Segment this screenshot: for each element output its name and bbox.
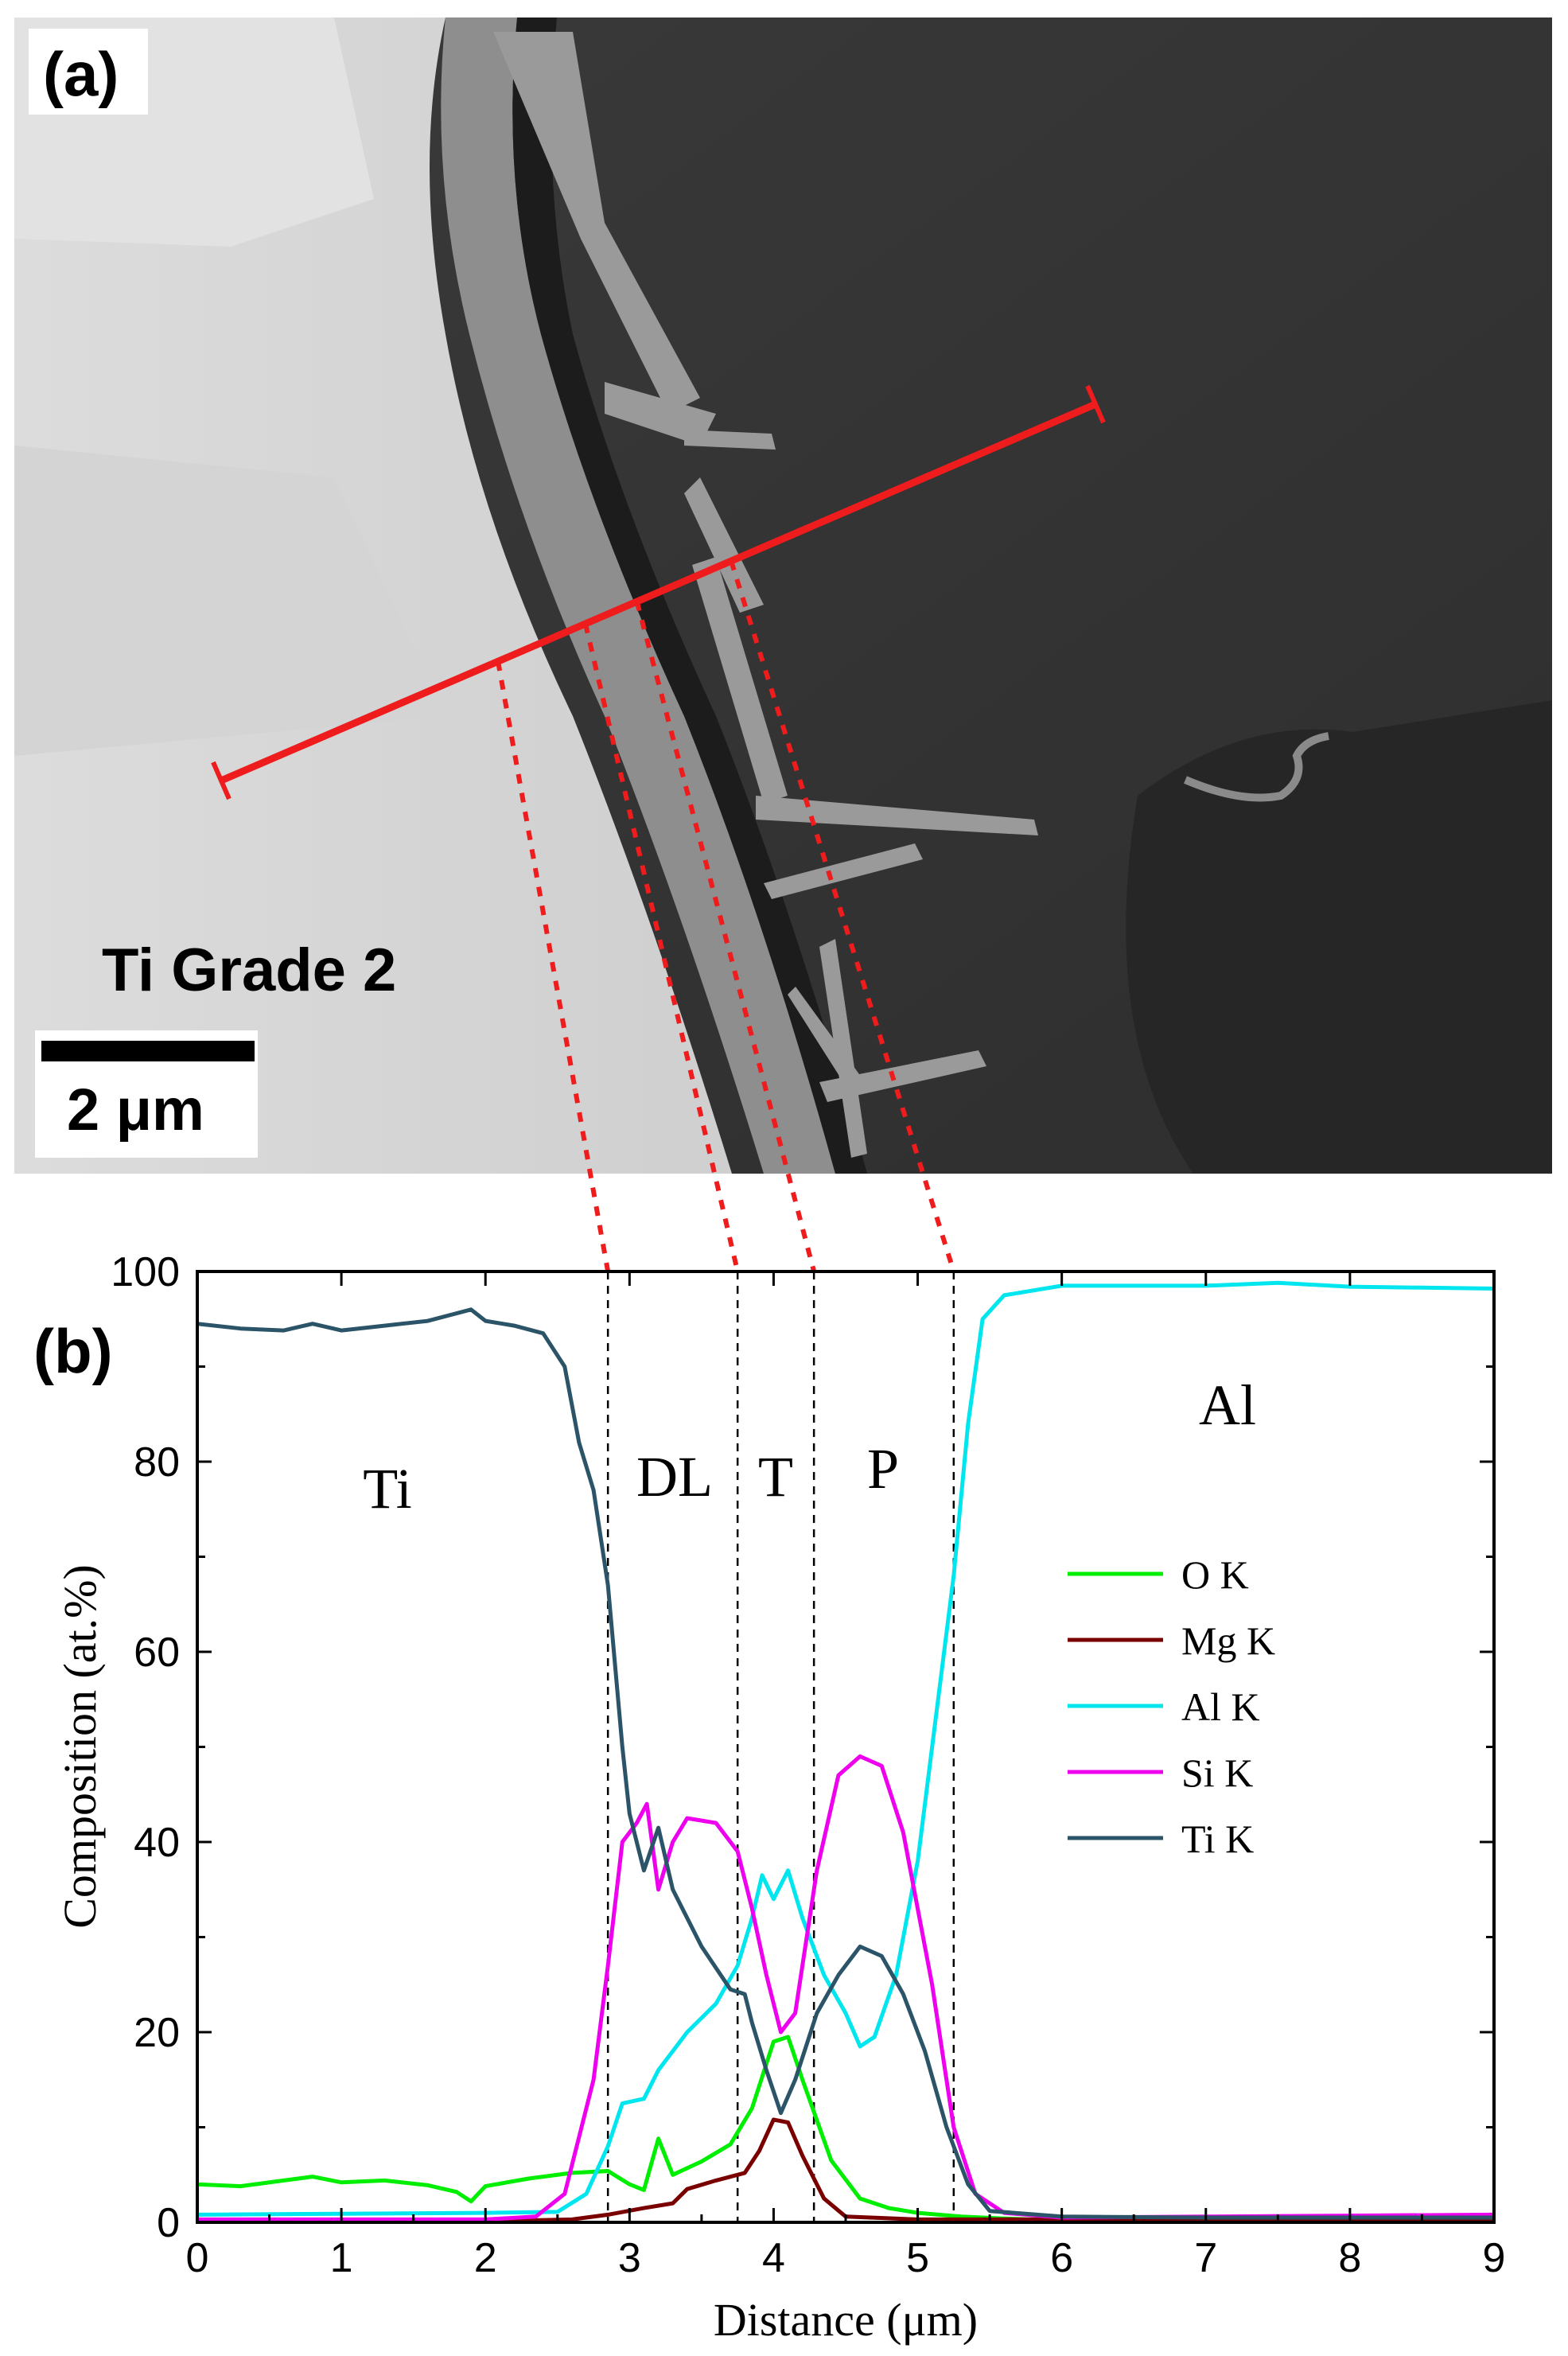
legend-label: Ti K <box>1181 1817 1254 1861</box>
x-tick-label: 5 <box>906 2235 929 2281</box>
y-tick-label: 100 <box>111 1249 180 1295</box>
x-tick-label: 1 <box>330 2235 353 2281</box>
x-tick-label: 8 <box>1338 2235 1361 2281</box>
material-label: Ti Grade 2 <box>102 937 396 1004</box>
y-tick-label: 20 <box>134 2010 180 2056</box>
x-tick-label: 4 <box>762 2235 785 2281</box>
grain-facet <box>14 446 445 756</box>
plot-frame <box>196 1270 1496 2224</box>
x-tick-label: 6 <box>1050 2235 1073 2281</box>
scale-bar-label: 2 μm <box>67 1077 204 1143</box>
x-tick-label: 0 <box>186 2235 209 2281</box>
y-tick-label: 80 <box>134 1439 180 1486</box>
sem-micrograph: (a) Ti Grade 2 2 μm <box>14 18 1552 1174</box>
region-label-ti: Ti <box>363 1457 411 1521</box>
region-label-p: P <box>867 1437 899 1501</box>
region-label-dl: DL <box>636 1445 713 1509</box>
region-label-al: Al <box>1199 1373 1256 1437</box>
y-tick-label: 0 <box>157 2200 180 2246</box>
panel-b-label: (b) <box>33 1316 113 1386</box>
panel-a-label: (a) <box>43 39 119 109</box>
fibrous-particle <box>1184 732 1329 802</box>
x-tick-label: 3 <box>618 2235 641 2281</box>
region-connector-line <box>496 660 611 1272</box>
series-line-al-k <box>196 1280 1495 2217</box>
region-connector-line <box>729 560 956 1272</box>
x-axis-label: Distance (μm) <box>714 2294 978 2346</box>
x-tick-label: 9 <box>1483 2235 1506 2281</box>
legend-label: O K <box>1181 1552 1249 1597</box>
series-line-mg-k <box>197 2117 1494 2224</box>
region-connector-line <box>634 601 817 1272</box>
y-tick-label: 60 <box>134 1630 180 1676</box>
legend: O K Mg K Al K Si K Ti K <box>1068 1552 1275 1861</box>
series-line-ti-k <box>196 1307 1494 2220</box>
precipitates <box>493 32 1038 1158</box>
x-tick-label: 7 <box>1194 2235 1217 2281</box>
plot-area <box>196 1271 1495 2224</box>
legend-label: Si K <box>1181 1750 1253 1795</box>
line-scan-start-cap <box>211 761 232 800</box>
diffusion-layer <box>441 18 835 1174</box>
series-line-o-k <box>196 2035 1494 2223</box>
region-connector-line <box>582 623 741 1272</box>
y-axis-label: Composition (at.%) <box>54 1564 106 1929</box>
x-tick-label: 2 <box>474 2235 497 2281</box>
al-dark-region <box>1126 700 1552 1174</box>
legend-label: Mg K <box>1181 1618 1275 1663</box>
composition-chart: (b) 0 1 2 3 4 5 6 7 8 9 0 20 40 60 80 100 Distance (μm)… <box>33 1249 1505 2346</box>
y-tick-label: 40 <box>134 1820 180 1866</box>
panel-a-label-box <box>29 29 148 115</box>
axis-ticks: 0 1 2 3 4 5 6 7 8 9 0 20 40 60 80 100 <box>111 1249 1505 2281</box>
series-line-si-k <box>197 1754 1495 2222</box>
scale-bar <box>41 1041 255 1061</box>
region-label-t: T <box>758 1445 793 1509</box>
region-connectors <box>496 560 956 1272</box>
line-scan-path <box>220 400 1097 785</box>
legend-label: Al K <box>1181 1684 1260 1729</box>
line-scan-end-cap <box>1085 384 1106 424</box>
